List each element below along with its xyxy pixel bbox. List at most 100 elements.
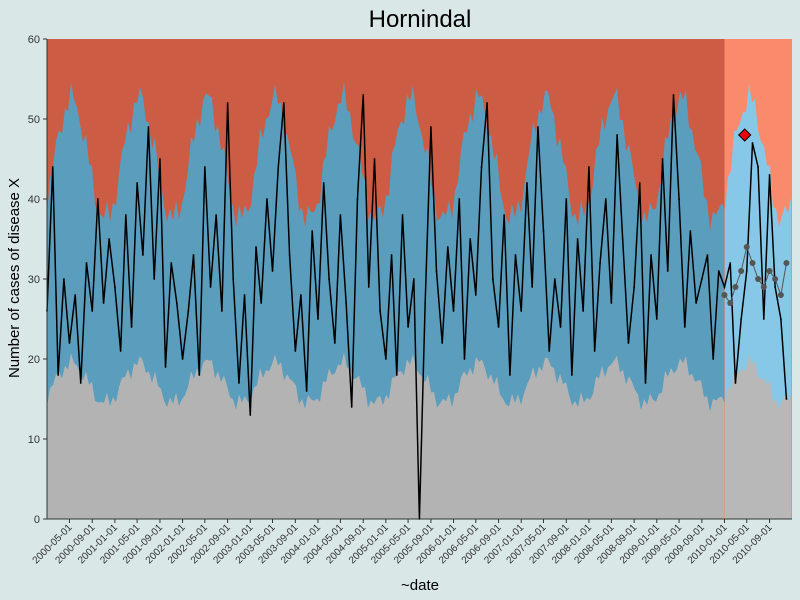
- observed-point: [277, 166, 280, 168]
- observed-point: [238, 382, 240, 384]
- observed-point: [644, 382, 647, 384]
- observed-point: [192, 254, 195, 256]
- observed-point: [537, 126, 539, 128]
- observed-point: [526, 182, 528, 184]
- observed-point: [604, 198, 607, 200]
- observed-point: [757, 166, 759, 168]
- observed-point: [497, 326, 500, 328]
- observed-point: [610, 302, 613, 304]
- observed-point: [717, 270, 720, 272]
- observed-point: [255, 246, 257, 248]
- observed-point: [322, 182, 325, 184]
- observed-point: [136, 182, 139, 184]
- observed-point: [553, 278, 556, 280]
- observed-point: [350, 406, 353, 408]
- observed-point: [294, 350, 297, 352]
- baseline-point: [749, 260, 756, 266]
- observed-point: [706, 254, 709, 256]
- observed-point: [153, 278, 156, 280]
- observed-point: [232, 278, 235, 280]
- y-tick-label: 10: [28, 434, 40, 446]
- observed-point: [164, 366, 167, 368]
- observed-point: [683, 326, 686, 328]
- observed-point: [509, 374, 511, 376]
- observed-point: [779, 318, 782, 320]
- alert-marker: [738, 128, 752, 142]
- observed-point: [621, 238, 624, 240]
- observed-point: [745, 270, 748, 272]
- observed-point: [723, 286, 726, 288]
- x-axis-title: ~date: [401, 577, 439, 594]
- observed-point: [209, 286, 212, 288]
- y-tick-label: 0: [34, 514, 40, 526]
- observed-point: [446, 246, 449, 248]
- observed-point: [130, 326, 133, 328]
- observed-point: [588, 166, 590, 168]
- observed-point: [474, 294, 477, 296]
- observed-point: [480, 166, 483, 168]
- observed-point: [407, 326, 409, 328]
- forecast-low-band: [725, 354, 791, 519]
- baseline-point: [777, 292, 784, 298]
- observed-point: [768, 174, 771, 176]
- observed-point: [367, 286, 370, 288]
- observed-point: [266, 198, 268, 200]
- observed-point: [243, 294, 246, 296]
- observed-point: [740, 318, 743, 320]
- observed-point: [113, 286, 116, 288]
- baseline-point: [760, 284, 767, 290]
- observed-point: [531, 286, 534, 288]
- baseline-point: [743, 244, 750, 250]
- observed-point: [441, 342, 444, 344]
- observed-point: [435, 270, 438, 272]
- observed-point: [339, 214, 342, 216]
- observed-point: [458, 198, 461, 200]
- observed-point: [328, 278, 330, 280]
- baseline-point: [772, 276, 779, 282]
- observed-point: [661, 158, 664, 160]
- observed-point: [317, 318, 319, 320]
- baseline-point: [721, 292, 728, 298]
- y-axis-title: Number of cases of disease X: [6, 178, 23, 378]
- observed-point: [141, 254, 144, 256]
- observed-point: [362, 94, 365, 96]
- baseline-point: [738, 268, 745, 274]
- y-tick-label: 30: [28, 274, 40, 286]
- observed-line: [46, 94, 788, 520]
- observed-point: [79, 382, 82, 384]
- baseline-point: [755, 276, 762, 282]
- observed-point: [271, 270, 274, 272]
- observed-point: [672, 94, 675, 96]
- observed-point: [424, 302, 427, 304]
- observed-point: [734, 382, 737, 384]
- observed-point: [678, 198, 680, 200]
- observed-point: [356, 198, 359, 200]
- observed-point: [491, 278, 494, 280]
- observed-point: [762, 318, 765, 320]
- observed-point: [412, 278, 415, 280]
- observed-point: [503, 214, 506, 216]
- y-tick-label: 20: [28, 354, 40, 366]
- y-tick-label: 50: [28, 114, 40, 126]
- observed-point: [226, 102, 229, 104]
- observed-point: [288, 254, 291, 256]
- observed-point: [102, 302, 105, 304]
- observed-point: [147, 126, 150, 128]
- observed-point: [565, 198, 568, 200]
- observed-point: [695, 302, 698, 304]
- observed-point: [333, 342, 336, 344]
- series-points: [46, 94, 790, 520]
- observed-point: [559, 326, 562, 328]
- threshold-bands: [47, 39, 792, 519]
- observed-point: [305, 390, 308, 392]
- observed-point: [260, 302, 263, 304]
- observed-point: [181, 358, 184, 360]
- observed-point: [430, 126, 432, 128]
- observed-point: [170, 262, 173, 264]
- baseline-point: [727, 300, 734, 306]
- baseline-point: [732, 284, 739, 290]
- observed-point: [390, 254, 393, 256]
- low-band: [47, 352, 791, 519]
- observed-point: [486, 102, 489, 104]
